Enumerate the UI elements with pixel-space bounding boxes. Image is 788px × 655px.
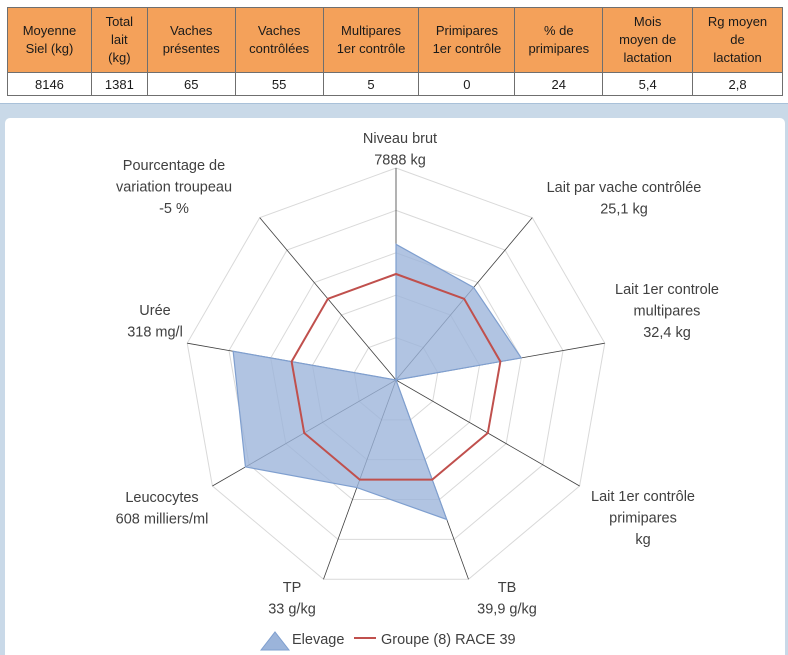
series-elevage-area — [232, 243, 523, 521]
header-total-lait: Total lait (kg) — [90, 7, 148, 73]
radar-chart: Niveau brut 7888 kg Lait par vache contrôl… — [116, 131, 719, 651]
axis-label: TP 33 g/kg — [268, 580, 316, 618]
header-moyenne-siel: Moyenne Siel (kg) — [7, 7, 92, 73]
value-pct-primipares: 24 — [514, 72, 604, 96]
header-mois-lactation: Mois moyen de lactation — [602, 7, 694, 73]
header-rang-lactation: Rg moyen de lactation — [692, 7, 783, 73]
stats-value-row: 8146 1381 65 55 5 0 24 5,4 2,8 — [7, 72, 783, 96]
axis-label: Pourcentage de variation troupeau -5 % — [116, 158, 232, 217]
series-groupe-line — [290, 272, 502, 481]
legend-elevage-label: Elevage — [292, 632, 344, 648]
axis-label: Urée 318 mg/l — [127, 303, 183, 341]
chart-panel: Niveau brut 7888 kg Lait par vache contrôl… — [5, 118, 785, 655]
header-multipares: Multipares 1er contrôle — [322, 7, 420, 73]
legend-groupe-label: Groupe (8) RACE 39 — [381, 632, 516, 648]
axis-label: Lait 1er controle multipares 32,4 kg — [615, 282, 719, 341]
axis-label: TB 39,9 g/kg — [477, 580, 537, 618]
legend-elevage-swatch — [259, 631, 291, 651]
grid-ring — [186, 167, 606, 580]
header-vaches-controlees: Vaches contrôlées — [234, 7, 324, 73]
value-moyenne-siel: 8146 — [7, 72, 92, 96]
header-pct-primipares: % de primipares — [514, 7, 604, 73]
value-vaches-presentes: 65 — [146, 72, 236, 96]
grid-ring — [228, 209, 564, 540]
value-primipares: 0 — [418, 72, 516, 96]
axis-label: Niveau brut 7888 kg — [363, 131, 437, 169]
stats-header-row: Moyenne Siel (kg) Total lait (kg) Vaches… — [7, 7, 783, 73]
stats-summary: Moyenne Siel (kg) Total lait (kg) Vaches… — [0, 0, 788, 104]
stats-table: Moyenne Siel (kg) Total lait (kg) Vaches… — [7, 7, 783, 96]
value-vaches-controlees: 55 — [234, 72, 324, 96]
value-mois-lactation: 5,4 — [602, 72, 694, 96]
value-total-lait: 1381 — [90, 72, 148, 96]
axis-label: Leucocytes 608 milliers/ml — [116, 490, 209, 528]
header-vaches-presentes: Vaches présentes — [146, 7, 236, 73]
axis-label: Lait 1er contrôle primipares kg — [591, 489, 695, 548]
axis-label: Lait par vache contrôlée 25,1 kg — [547, 180, 702, 218]
header-primipares: Primipares 1er contrôle — [418, 7, 516, 73]
value-rang-lactation: 2,8 — [692, 72, 783, 96]
value-multipares: 5 — [322, 72, 420, 96]
